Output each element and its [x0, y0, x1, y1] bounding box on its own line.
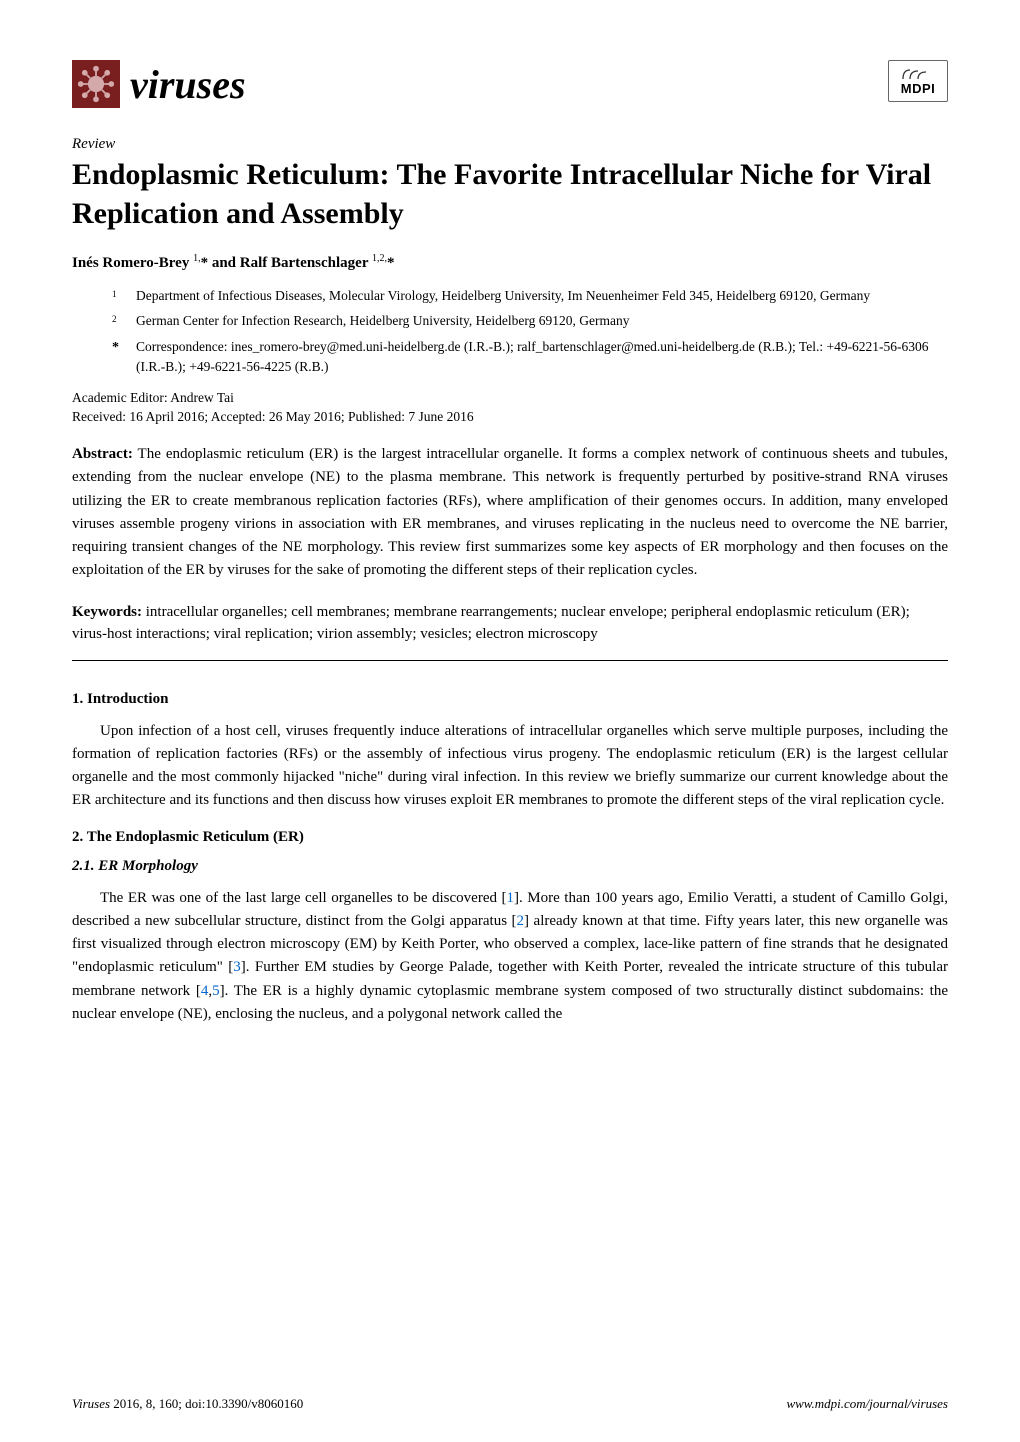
section-heading-introduction: 1. Introduction — [72, 691, 948, 708]
citation-link[interactable]: 5 — [212, 983, 220, 999]
affiliations-block: 1 Department of Infectious Diseases, Mol… — [72, 286, 948, 377]
citation-link[interactable]: 2 — [517, 913, 525, 929]
correspondence-marker: * — [112, 337, 136, 378]
affiliation-item: 1 Department of Infectious Diseases, Mol… — [112, 286, 948, 309]
article-dates: Received: 16 April 2016; Accepted: 26 Ma… — [72, 408, 948, 427]
correspondence-text: Correspondence: ines_romero-brey@med.uni… — [136, 337, 948, 378]
article-type: Review — [72, 136, 948, 153]
keywords-paragraph: Keywords: intracellular organelles; cell… — [72, 601, 948, 646]
body-paragraph: Upon infection of a host cell, viruses f… — [72, 720, 948, 813]
affiliation-number: 1 — [112, 286, 136, 309]
subsection-heading-morphology: 2.1. ER Morphology — [72, 858, 948, 875]
article-title: Endoplasmic Reticulum: The Favorite Intr… — [72, 155, 948, 233]
citation-link[interactable]: 1 — [507, 890, 515, 906]
journal-logo-block: viruses — [72, 60, 246, 108]
publisher-logo: MDPI — [888, 60, 948, 102]
journal-name: viruses — [130, 61, 246, 108]
correspondence-row: * Correspondence: ines_romero-brey@med.u… — [112, 337, 948, 378]
page-footer: Viruses 2016, 8, 160; doi:10.3390/v80601… — [72, 1396, 948, 1412]
abstract-paragraph: Abstract: The endoplasmic reticulum (ER)… — [72, 443, 948, 583]
citation-link[interactable]: 3 — [233, 959, 241, 975]
footer-url: www.mdpi.com/journal/viruses — [786, 1396, 948, 1412]
body-paragraph: The ER was one of the last large cell or… — [72, 887, 948, 1027]
affiliation-number: 2 — [112, 311, 136, 334]
abstract-label: Abstract: — [72, 446, 133, 462]
section-heading-er: 2. The Endoplasmic Reticulum (ER) — [72, 829, 948, 846]
academic-editor: Academic Editor: Andrew Tai — [72, 389, 948, 408]
affiliation-item: 2 German Center for Infection Research, … — [112, 311, 948, 334]
virus-icon — [72, 60, 120, 108]
editorial-info: Academic Editor: Andrew Tai Received: 16… — [72, 389, 948, 427]
affiliation-text: German Center for Infection Research, He… — [136, 311, 948, 334]
footer-citation: Viruses 2016, 8, 160; doi:10.3390/v80601… — [72, 1396, 303, 1412]
keywords-text: intracellular organelles; cell membranes… — [72, 604, 910, 643]
affiliation-text: Department of Infectious Diseases, Molec… — [136, 286, 948, 309]
page-header: viruses MDPI — [72, 60, 948, 108]
section-divider — [72, 660, 948, 661]
authors-line: Inés Romero-Brey 1,* and Ralf Bartenschl… — [72, 253, 948, 272]
publisher-name: MDPI — [901, 81, 936, 96]
keywords-label: Keywords: — [72, 604, 142, 620]
abstract-text: The endoplasmic reticulum (ER) is the la… — [72, 446, 948, 578]
